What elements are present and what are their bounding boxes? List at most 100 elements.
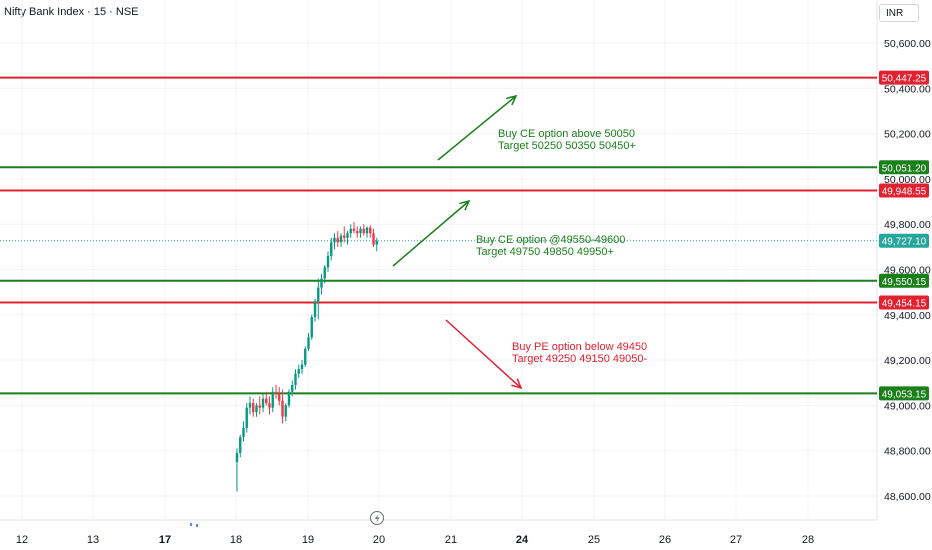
last-price-label: 49,727.10 [882,237,927,248]
candle-body [310,317,313,338]
candle-body [333,237,336,243]
candle-body [300,364,304,370]
x-tick-label: 17 [159,534,171,546]
candle-body [291,385,294,392]
x-tick-label: 12 [16,534,28,546]
candle-body [287,391,291,406]
trend-arrow-head [511,378,523,390]
time-axis: 12 13 17 18 19 20 21 24 25 26 27 28 [16,523,814,546]
price-badges: 50,447.25 50,051.20 49,948.55 49,550.15 49,4… [879,70,929,401]
candle-body [372,233,375,245]
x-tick-label: 20 [373,534,385,546]
candle-body [235,452,239,463]
annotation-text[interactable]: Target 49750 49850 49950+ [476,246,614,258]
y-tick-label: 48,600.00 [884,491,931,503]
price-axis: 48,600.00 48,800.00 49,000.00 49,200.00 49,4… [884,38,931,503]
level-price-label: 50,051.20 [882,163,927,174]
x-tick-label: 21 [445,534,457,546]
level-price-badge [879,295,929,310]
candle-body [271,391,274,408]
x-tick-label: 18 [230,534,242,546]
candles [235,221,378,492]
level-price-label: 49,550.15 [882,277,927,288]
candle-body [297,369,300,374]
candle-body [284,405,287,417]
trend-arrow-head [506,94,518,106]
level-price-label: 49,454.15 [882,299,927,310]
annotation-text[interactable]: Buy CE option @49550-49600 [476,234,625,246]
candle-body [242,428,245,438]
candle-body [252,403,255,413]
last-price-badge [879,233,929,248]
level-price-label: 49,053.15 [882,389,927,400]
candle-body [294,373,297,386]
x-tick-label: 27 [730,534,742,546]
candle-body [343,235,346,238]
candle-body [339,235,343,243]
level-lines [0,76,877,395]
candle-body [265,398,268,404]
trend-arrow[interactable] [392,200,470,267]
y-tick-label: 48,800.00 [884,446,931,458]
trend-arrow[interactable] [445,319,522,389]
candle-body [352,228,356,231]
candle-body [281,400,284,417]
x-tick-label: 26 [659,534,671,546]
grid [21,0,809,520]
arrows [392,94,523,390]
candle-body [323,267,326,279]
replay-icon[interactable] [370,511,384,525]
x-tick-label: 28 [802,534,814,546]
candle-body [320,278,323,288]
y-tick-label: 49,600.00 [884,265,931,277]
y-tick-label: 50,200.00 [884,129,931,141]
candle-body [258,405,261,408]
candle-body [304,348,307,365]
x-tick-label: 13 [87,534,99,546]
candle-body [330,242,333,256]
candle-body [356,230,359,234]
candle-body [307,337,310,349]
y-tick-label: 50,400.00 [884,83,931,95]
candle-body [362,228,365,234]
annotation-text[interactable]: Target 49250 49150 49050- [512,353,648,365]
level-price-label: 50,447.25 [882,74,927,85]
y-tick-label: 49,000.00 [884,400,931,412]
candle-body [346,233,349,238]
annotation-text[interactable]: Target 50250 50350 50450+ [498,140,636,152]
candle-body [278,394,281,401]
x-tick-label: 24 [516,534,529,546]
trend-arrow-head [459,199,471,211]
level-price-badge [879,160,929,175]
candle-body [245,407,248,429]
level-price-badge [879,386,929,401]
candle-body [349,228,352,234]
level-price-badge [879,183,929,198]
candle-body [375,240,378,245]
annotation-text[interactable]: Buy CE option above 50050 [498,128,635,140]
candle-body [239,437,242,453]
candle-body [313,301,317,318]
candle-body [336,237,339,243]
trend-arrow[interactable] [437,95,517,161]
x-tick-label: 25 [588,534,600,546]
candle-body [255,405,258,413]
candle-body [261,398,265,408]
y-tick-label: 49,200.00 [884,355,931,367]
candle-body [326,255,330,268]
level-price-badge [879,70,929,85]
candle-body [268,403,271,408]
y-tick-label: 50,000.00 [884,174,931,186]
chart-title: Nifty Bank Index · 15 · NSE [4,6,139,18]
y-tick-label: 49,400.00 [884,310,931,322]
candle-body [369,227,372,234]
y-tick-label: 49,800.00 [884,219,931,231]
level-price-label: 49,948.55 [882,187,927,198]
candle-body [365,227,369,234]
candle-body [359,228,362,234]
candle-body [317,287,320,302]
currency-button[interactable]: INR [879,4,919,22]
level-price-badge [879,273,929,288]
annotation-text[interactable]: Buy PE option below 49450 [512,341,647,353]
